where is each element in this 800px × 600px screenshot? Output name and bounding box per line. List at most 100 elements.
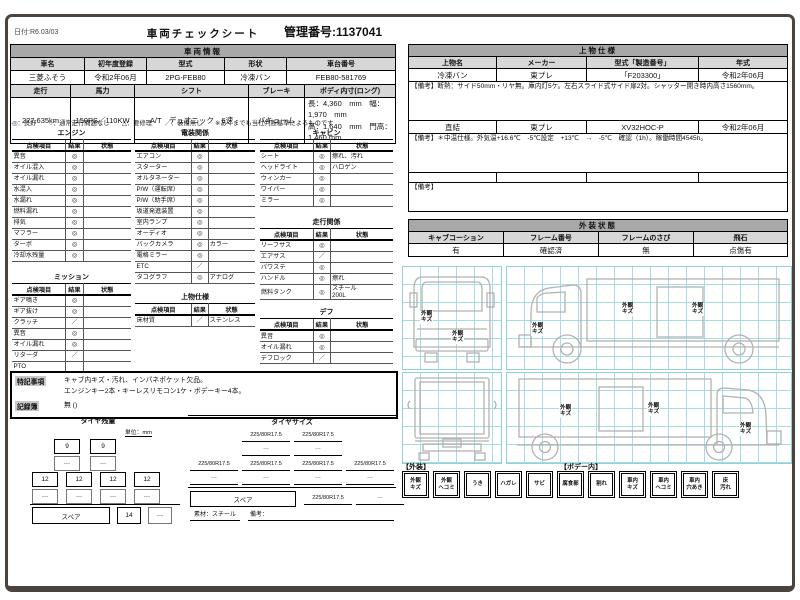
- tire-size-rear: 225/80R17.5: [190, 459, 238, 471]
- check-row: 電格ミラー ◎: [135, 250, 255, 262]
- empty-cell: [698, 172, 788, 183]
- spare-tread-label: スペア: [32, 507, 110, 524]
- check-row: エアサス／: [259, 251, 394, 263]
- section-title: エンジン: [57, 130, 86, 137]
- tread-sub-box: ---: [32, 489, 58, 504]
- front-tread-sub-row: --- ---: [54, 456, 116, 471]
- caption-body-interior: 【ボデー内】: [560, 464, 602, 471]
- section-title: ミッション: [54, 274, 89, 281]
- unit-type: 直結: [408, 120, 497, 134]
- check-row: 冷却水残量 ◎: [12, 250, 131, 262]
- check-section-electrical: 電装関係 点検項目 結果 状態 エアコン ◎ スターター ◎: [133, 128, 257, 284]
- col-header: 点検項目: [135, 303, 192, 316]
- check-row: ETC ／: [135, 261, 255, 273]
- damage-label: 外観 キズ: [420, 311, 434, 324]
- exterior-band: 外装状態: [408, 219, 788, 232]
- check-row: マフラー ◎: [12, 228, 131, 240]
- vehicle-info-table: 車両情報 車名 初年度登録 型式 形状 車台番号 三菱ふそう 令和2年06月 2…: [10, 44, 396, 144]
- col-header: 点検項目: [259, 139, 314, 152]
- special-notes-line1: キャブ内キズ・汚れ、インパネポケット欠品。: [64, 377, 207, 384]
- tread-sub-box: ---: [134, 489, 160, 504]
- check-row: 燃料漏れ ◎: [12, 206, 131, 218]
- check-row: 燃料タンク ◎ スチール 200L: [259, 284, 394, 301]
- col-header: 状態: [330, 318, 394, 332]
- section-title: 走行関係: [312, 219, 341, 226]
- spare-tread-value: 14: [117, 507, 141, 524]
- col-header: 結果: [312, 139, 332, 152]
- check-row: オイル漏れ ◎: [12, 339, 131, 351]
- unit-model: XV32HOC-P: [586, 120, 699, 134]
- col-header: 状態: [330, 228, 394, 241]
- check-row: ヘッドライト ◎ ハロゲン: [259, 162, 394, 174]
- check-row: リーフサス ◎: [259, 240, 394, 252]
- damage-legend-box: 床 汚れ: [711, 470, 740, 499]
- check-row: 室内ランプ ◎: [135, 217, 255, 229]
- check-row: 水混入 ◎: [12, 184, 131, 196]
- check-row: エアコン ◎: [135, 151, 255, 163]
- check-row: ギア鳴き ◎: [12, 295, 131, 307]
- section-title: 電装関係: [181, 130, 209, 137]
- unit-year: 令和2年06月: [698, 120, 788, 134]
- section-title: デフ: [319, 309, 334, 317]
- check-columns: エンジン 点検項目 結果 状態 異音 ◎ オイル混入 ◎: [10, 128, 398, 373]
- damage-label: 外観 キズ: [451, 331, 465, 344]
- check-section-cabin: キャビン 点検項目 結果 状態 シート ◎ 擦れ、汚れ ヘッドライト ◎ ハロゲン: [257, 128, 396, 207]
- chassis-number: FEB80-581769: [286, 70, 396, 85]
- tire-size-front: 225/80R17.5: [242, 430, 290, 442]
- check-row: バックカメラ ◎ カラー: [135, 239, 255, 251]
- spare-size-label: スペア: [190, 491, 296, 507]
- col-header: 結果: [312, 228, 332, 241]
- check-row: オイル漏れ ◎: [12, 173, 131, 185]
- spacer: [346, 444, 394, 455]
- col-header: 点検項目: [12, 139, 66, 152]
- unit-maker: 東プレ: [496, 120, 587, 134]
- col-header: 結果: [65, 283, 84, 296]
- spacer: [346, 430, 394, 441]
- tread-value-box: 12: [66, 472, 92, 487]
- truck-side-outline: [517, 378, 782, 461]
- check-section-engine: エンジン 点検項目 結果 状態 異音 ◎ オイル混入 ◎: [10, 128, 133, 262]
- damage-legend-box: 腐食部: [556, 470, 585, 499]
- damage-legend-box: 車内 キズ: [618, 470, 647, 499]
- tire-remarks-label: 備考：: [248, 510, 394, 521]
- damage-legend-box: 外観 キズ: [401, 470, 430, 499]
- tread-value-box: 12: [100, 472, 126, 487]
- tire-size-title: タイヤサイズ: [271, 419, 313, 426]
- tire-size-rear: 225/80R17.5: [346, 459, 394, 471]
- tread-sub-box: ---: [54, 456, 80, 471]
- check-row: 異音 ◎: [12, 151, 131, 163]
- check-row: オルタネーター ◎: [135, 173, 255, 185]
- diagram-rear-view: [402, 372, 502, 464]
- body-maker: 東プレ: [496, 68, 587, 82]
- shift: A/T デュオニック 6速: [134, 97, 249, 144]
- special-notes-label: 特記事項: [15, 376, 47, 386]
- spare-size-value: 225/80R17.5: [304, 493, 352, 505]
- body-serial: 「F203300」: [586, 68, 699, 82]
- damage-label: 外観 キズ: [739, 423, 753, 436]
- vi-header: 形状: [224, 57, 287, 71]
- diagram-side-right-view: 外観 キズ 外観 キズ 外観 キズ: [506, 372, 792, 464]
- body-year: 令和2年06月: [698, 68, 788, 82]
- bs-header: 上物名: [408, 56, 497, 69]
- check-row: リターダ／: [12, 350, 131, 362]
- control-number: 管理番号:1137041: [284, 25, 383, 39]
- check-row: P/W（運転席） ◎: [135, 184, 255, 196]
- record-book-value: 無 (): [64, 402, 78, 409]
- check-row: オイル漏れ ◎: [259, 341, 394, 354]
- tire-size-rear-sub: ---: [294, 473, 342, 485]
- check-row: 排気 ◎: [12, 217, 131, 229]
- vi-header: 馬力: [70, 84, 135, 98]
- frame-number: 確認済: [503, 243, 599, 257]
- spare-size-sub: ---: [356, 493, 404, 505]
- rating-legend: ◎：良好 ○：通常走行問題なし △：要修理 ／：装備無し ※あくまでも当社判断基…: [12, 120, 334, 127]
- check-row: 床材質／ステンレス: [135, 315, 255, 327]
- check-row: ギア抜け ◎: [12, 306, 131, 318]
- vi-header: 車台番号: [286, 57, 396, 71]
- tire-size-rear: 225/80R17.5: [242, 459, 290, 471]
- mileage: 227,635km: [10, 97, 71, 144]
- col-header: 点検項目: [135, 139, 192, 152]
- col-header: 点検項目: [259, 228, 314, 241]
- check-row: パワステ ◎: [259, 262, 394, 274]
- diagram-side-left-view: 外観 キズ 外観 キズ 外観 キズ: [506, 266, 792, 370]
